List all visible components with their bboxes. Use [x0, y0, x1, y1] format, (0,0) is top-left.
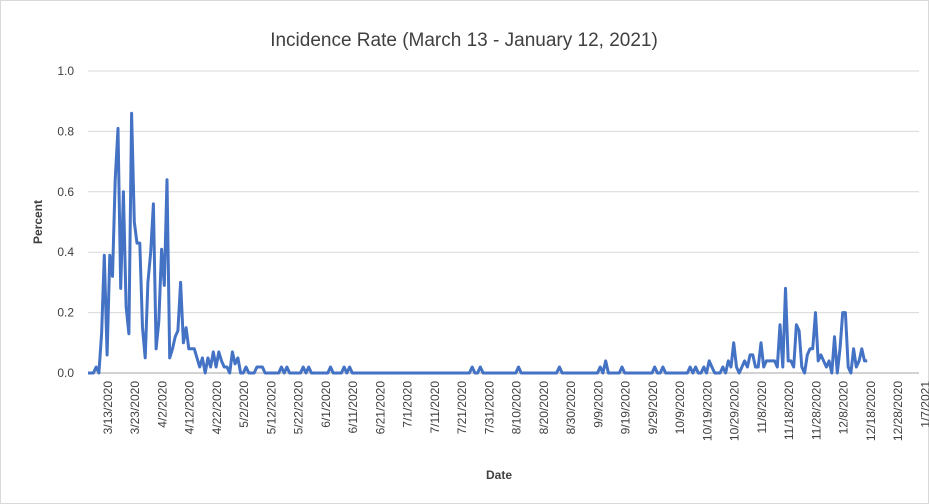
x-tick-label: 6/11/2020 [346, 381, 360, 434]
x-tick-label: 11/18/2020 [782, 381, 796, 440]
x-tick-label: 7/1/2020 [401, 381, 415, 428]
x-tick-label: 11/28/2020 [809, 381, 823, 440]
y-tick-labels: 0.0 0.2 0.4 0.6 0.8 1.0 [57, 64, 74, 380]
chart-title: Incidence Rate (March 13 - January 12, 2… [270, 30, 658, 51]
series-line [88, 111, 868, 375]
x-tick-label: 4/2/2020 [155, 381, 169, 428]
x-tick-label: 4/12/2020 [183, 381, 197, 435]
x-tick-label: 5/12/2020 [264, 381, 278, 435]
x-tick-label: 11/8/2020 [755, 381, 769, 434]
y-tick-label: 0.2 [57, 306, 74, 320]
x-tick-label: 8/20/2020 [537, 381, 551, 435]
x-tick-label: 6/21/2020 [373, 381, 387, 435]
x-tick-label: 6/1/2020 [319, 381, 333, 428]
x-axis-label: Date [486, 468, 512, 482]
x-tick-label: 7/21/2020 [455, 381, 469, 435]
y-axis-label: Percent [31, 200, 45, 244]
x-tick-label: 10/29/2020 [728, 381, 742, 441]
x-tick-label: 12/18/2020 [864, 381, 878, 441]
y-tick-label: 0.6 [57, 185, 74, 199]
x-tick-label: 3/13/2020 [101, 381, 115, 435]
x-tick-label: 12/28/2020 [891, 381, 905, 441]
x-tick-label: 8/30/2020 [564, 381, 578, 435]
x-tick-label: 10/9/2020 [673, 381, 687, 435]
x-tick-label: 4/22/2020 [210, 381, 224, 435]
x-tick-labels: 3/13/2020 3/23/2020 4/2/2020 4/12/2020 4/22/… [101, 381, 929, 441]
x-tick-label: 1/7/2021 [918, 381, 929, 428]
x-tick-label: 9/9/2020 [591, 381, 605, 428]
x-tick-label: 10/19/2020 [700, 381, 714, 441]
x-tick-label: 7/11/2020 [428, 381, 442, 434]
y-tick-label: 0.0 [57, 366, 74, 380]
x-tick-label: 3/23/2020 [128, 381, 142, 435]
x-tick-label: 9/19/2020 [619, 381, 633, 435]
x-tick-label: 5/22/2020 [292, 381, 306, 435]
y-tick-label: 0.8 [57, 124, 74, 138]
x-tick-label: 9/29/2020 [646, 381, 660, 435]
x-tick-label: 7/31/2020 [482, 381, 496, 435]
x-tick-label: 5/2/2020 [237, 381, 251, 428]
x-tick-label: 12/8/2020 [837, 381, 851, 435]
y-tick-label: 1.0 [57, 64, 74, 78]
grid-lines [88, 70, 919, 314]
x-tick-label: 8/10/2020 [510, 381, 524, 435]
y-tick-label: 0.4 [57, 245, 74, 259]
